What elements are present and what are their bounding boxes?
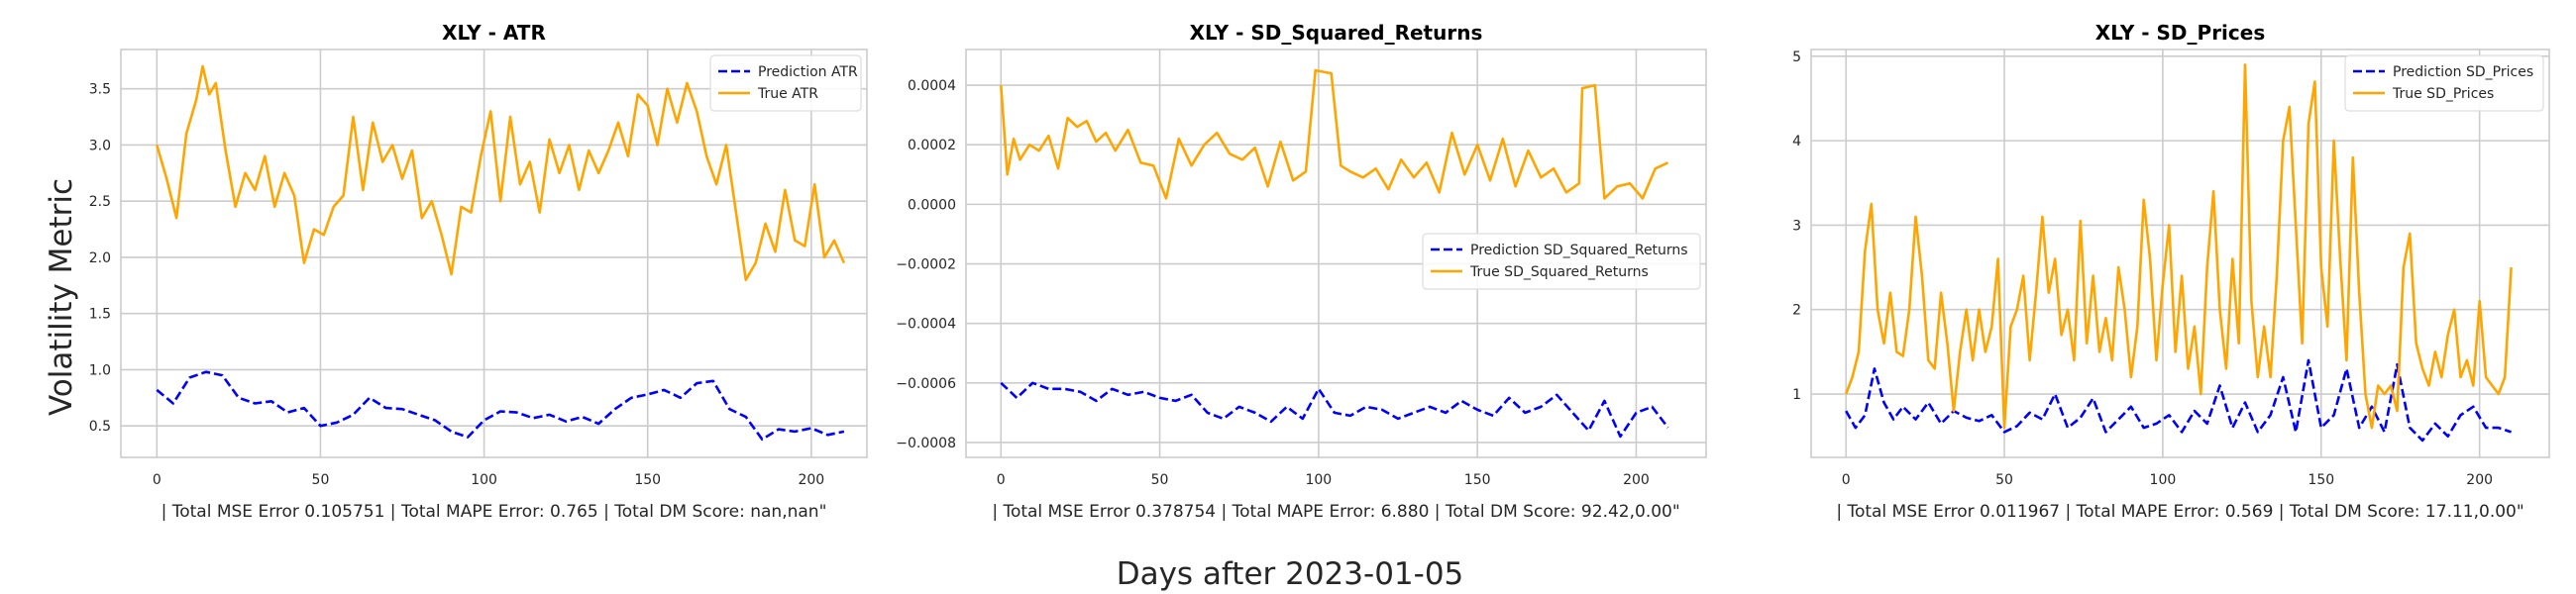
y-tick-label: 1.0 (89, 362, 111, 378)
plot-frame (1810, 49, 2550, 458)
y-tick-label: 3.0 (89, 138, 111, 153)
x-tick-label: 150 (634, 472, 661, 488)
chart-footer-metrics: | Total MSE Error 0.378754 | Total MAPE … (992, 502, 1679, 522)
x-tick-label: 100 (1305, 472, 1332, 488)
x-tick-label: 0 (1842, 472, 1851, 488)
chart-panel-2: 0 50 100 150 200 −0.0008 −0.0006 −0.0004 −0.0002… (896, 21, 1707, 522)
y-tick-label: 0.5 (89, 419, 111, 435)
legend-box (709, 54, 862, 112)
chart-panel-3: 0 50 100 150 200 1 2 3 4 5 XLY - SD_Prices | Total … (1792, 21, 2550, 522)
x-tick-label: 200 (798, 472, 824, 488)
y-tick-label: −0.0004 (896, 317, 956, 333)
legend-box (1422, 233, 1701, 290)
y-tick-label: −0.0008 (896, 436, 956, 451)
legend-label: True SD_Squared_Returns (1469, 264, 1649, 280)
y-tick-label: 2 (1792, 303, 1801, 319)
plot-area (1811, 50, 2549, 457)
chart-title: XLY - SD_Prices (2095, 21, 2265, 45)
chart-footer-metrics: | Total MSE Error 0.011967 | Total MAPE … (1836, 502, 2523, 522)
plot-frame (965, 49, 1707, 458)
x-tick-label: 150 (1464, 472, 1491, 488)
legend: Prediction SD_Squared_Returns True SD_Squ… (1422, 233, 1701, 290)
series-line-prediction (156, 370, 845, 442)
x-tick-label: 200 (2466, 472, 2493, 488)
x-tick-label: 100 (471, 472, 497, 488)
series-line-prediction (1000, 381, 1669, 439)
y-tick-label: 0.0002 (908, 138, 956, 153)
legend: Prediction SD_Prices True SD_Prices (2344, 54, 2544, 112)
legend: Prediction ATR True ATR (709, 54, 862, 112)
y-tick-label: 4 (1792, 134, 1801, 149)
legend-box (2344, 54, 2544, 112)
y-tick-label: 3 (1792, 218, 1801, 234)
series-line-prediction (1845, 358, 2513, 443)
x-tick-label: 200 (1623, 472, 1650, 488)
y-tick-label: 3.5 (89, 82, 111, 98)
figure-y-label: Volatility Metric (44, 178, 79, 416)
y-tick-label: 2.0 (89, 250, 111, 266)
y-tick-label: −0.0002 (896, 257, 956, 273)
x-tick-label: 50 (1995, 472, 2013, 488)
x-tick-label: 0 (997, 472, 1006, 488)
y-tick-label: −0.0006 (896, 376, 956, 392)
series-line-true (156, 64, 846, 282)
series-line-true (1000, 68, 1669, 200)
legend-label: True ATR (757, 86, 818, 102)
chart-footer-metrics: | Total MSE Error 0.105751 | Total MAPE … (161, 502, 827, 522)
x-tick-label: 50 (1151, 472, 1169, 488)
x-tick-label: 150 (2308, 472, 2334, 488)
x-tick-label: 100 (2150, 472, 2177, 488)
plot-frame (120, 49, 868, 458)
legend-label: Prediction SD_Squared_Returns (1470, 243, 1688, 258)
y-tick-label: 0.0000 (908, 197, 956, 213)
x-tick-label: 0 (153, 472, 161, 488)
x-tick-label: 50 (312, 472, 330, 488)
y-tick-label: 0.0004 (908, 78, 956, 94)
y-tick-label: 1.5 (89, 307, 111, 323)
legend-label: Prediction SD_Prices (2393, 64, 2533, 80)
chart-title: XLY - ATR (442, 21, 546, 45)
chart-title: XLY - SD_Squared_Returns (1190, 21, 1483, 45)
legend-label: True SD_Prices (2392, 86, 2494, 102)
figure-x-label: Days after 2023-01-05 (1117, 556, 1464, 592)
legend-label: Prediction ATR (758, 64, 858, 80)
y-tick-label: 1 (1792, 387, 1801, 403)
chart-panel-1: 0 50 100 150 200 0.5 1.0 1.5 2.0 2.5 3.0 3.5 XLY - A… (89, 21, 868, 522)
series-line-true (1844, 63, 2513, 430)
y-tick-label: 2.5 (89, 194, 111, 210)
y-tick-label: 5 (1792, 50, 1801, 65)
